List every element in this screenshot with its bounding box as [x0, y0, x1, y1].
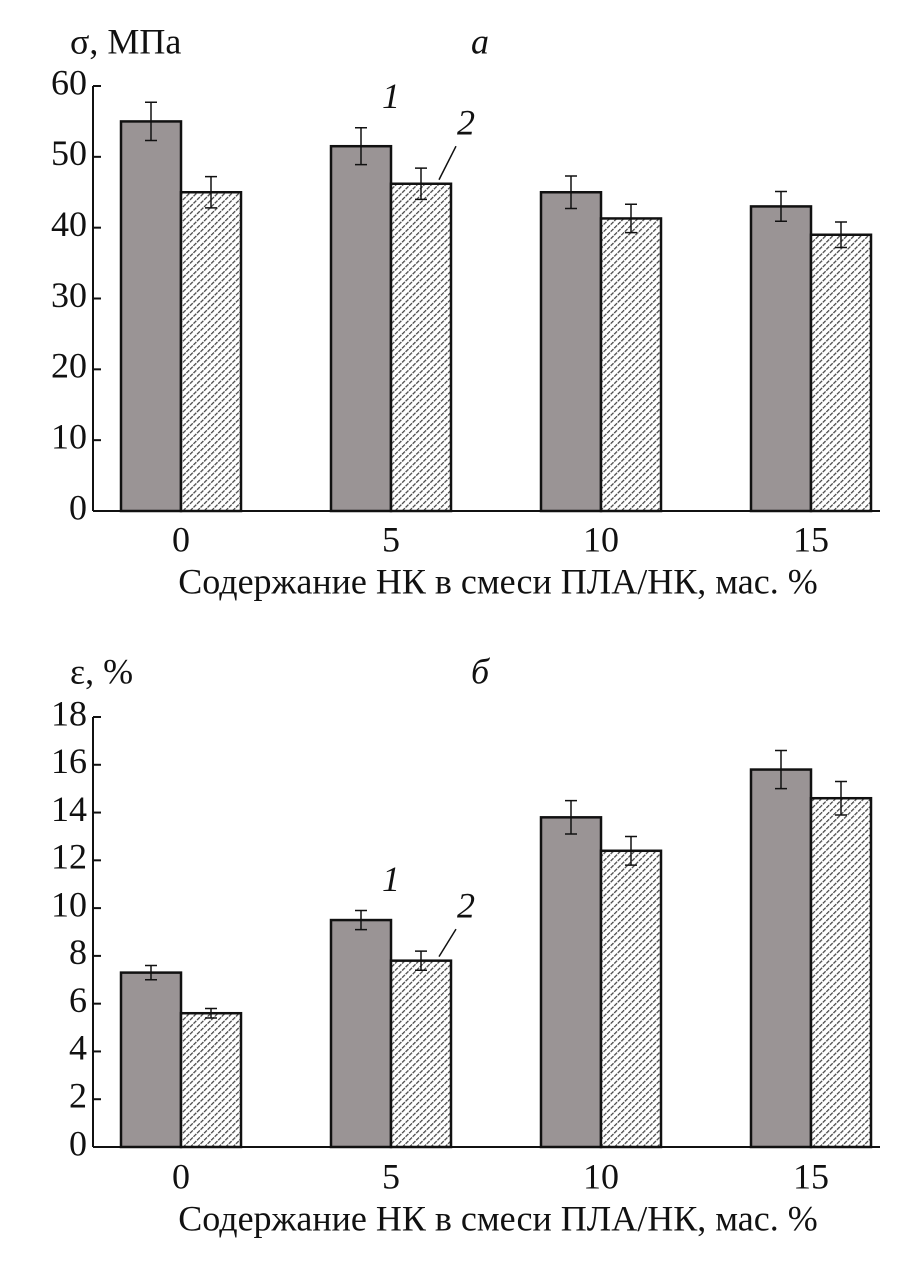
y-axis-label: σ, МПа — [70, 21, 181, 61]
y-tick-label: 60 — [51, 62, 87, 102]
leader-line — [438, 145, 457, 181]
y-tick-label: 10 — [51, 884, 87, 924]
bar — [179, 1011, 243, 1149]
x-tick-label: 0 — [172, 519, 190, 559]
bar — [329, 918, 393, 1149]
bar — [749, 768, 813, 1149]
y-tick-label: 2 — [69, 1075, 87, 1115]
bar — [389, 182, 453, 513]
y-tick-label: 10 — [51, 416, 87, 456]
y-tick-label: 0 — [69, 487, 87, 527]
bar — [809, 233, 873, 513]
series-label: 1 — [382, 859, 400, 899]
y-tick-label: 30 — [51, 275, 87, 315]
y-tick-label: 40 — [51, 204, 87, 244]
error-bar — [355, 909, 367, 931]
error-bar — [625, 203, 637, 234]
x-tick-label: 15 — [793, 1156, 829, 1196]
bar — [119, 120, 183, 513]
y-tick-label: 14 — [51, 789, 87, 829]
error-bar — [835, 780, 847, 816]
x-axis-label: Содержание НК в смеси ПЛА/НК, мас. % — [178, 561, 817, 601]
series-label: 2 — [457, 885, 475, 925]
bar — [329, 144, 393, 513]
panel-label: б — [471, 651, 491, 691]
panel-label: а — [471, 21, 489, 61]
bar — [119, 971, 183, 1149]
x-tick-label: 10 — [583, 519, 619, 559]
bar — [599, 849, 663, 1149]
error-bar — [205, 175, 217, 209]
error-bar — [835, 221, 847, 249]
bar — [179, 191, 243, 513]
y-tick-label: 20 — [51, 346, 87, 386]
x-tick-label: 5 — [382, 1156, 400, 1196]
x-tick-label: 10 — [583, 1156, 619, 1196]
error-bar — [625, 835, 637, 866]
y-tick-label: 12 — [51, 837, 87, 877]
error-bar — [415, 950, 427, 971]
error-bar — [565, 175, 577, 210]
bar — [599, 217, 663, 513]
x-tick-label: 15 — [793, 519, 829, 559]
error-bar — [145, 101, 157, 142]
y-tick-label: 0 — [69, 1123, 87, 1163]
bar — [539, 191, 603, 513]
error-bar — [775, 749, 787, 790]
bar — [749, 205, 813, 513]
bar — [539, 816, 603, 1149]
error-bar — [145, 964, 157, 981]
error-bar — [355, 127, 367, 166]
y-tick-label: 18 — [51, 693, 87, 733]
error-bar — [565, 799, 577, 835]
bar — [809, 796, 873, 1149]
error-bar — [775, 190, 787, 223]
error-bar — [205, 1007, 217, 1019]
x-tick-label: 0 — [172, 1156, 190, 1196]
y-tick-label: 4 — [69, 1028, 87, 1068]
y-axis-label: ε, % — [70, 651, 133, 691]
x-tick-label: 5 — [382, 519, 400, 559]
error-bar — [415, 167, 427, 201]
leader-line — [438, 928, 457, 958]
series-label: 1 — [382, 76, 400, 116]
x-axis-label: Содержание НК в смеси ПЛА/НК, мас. % — [178, 1198, 817, 1238]
y-tick-label: 16 — [51, 741, 87, 781]
y-tick-label: 8 — [69, 932, 87, 972]
series-label: 2 — [457, 102, 475, 142]
y-tick-label: 50 — [51, 133, 87, 173]
y-tick-label: 6 — [69, 980, 87, 1020]
bar — [389, 959, 453, 1149]
